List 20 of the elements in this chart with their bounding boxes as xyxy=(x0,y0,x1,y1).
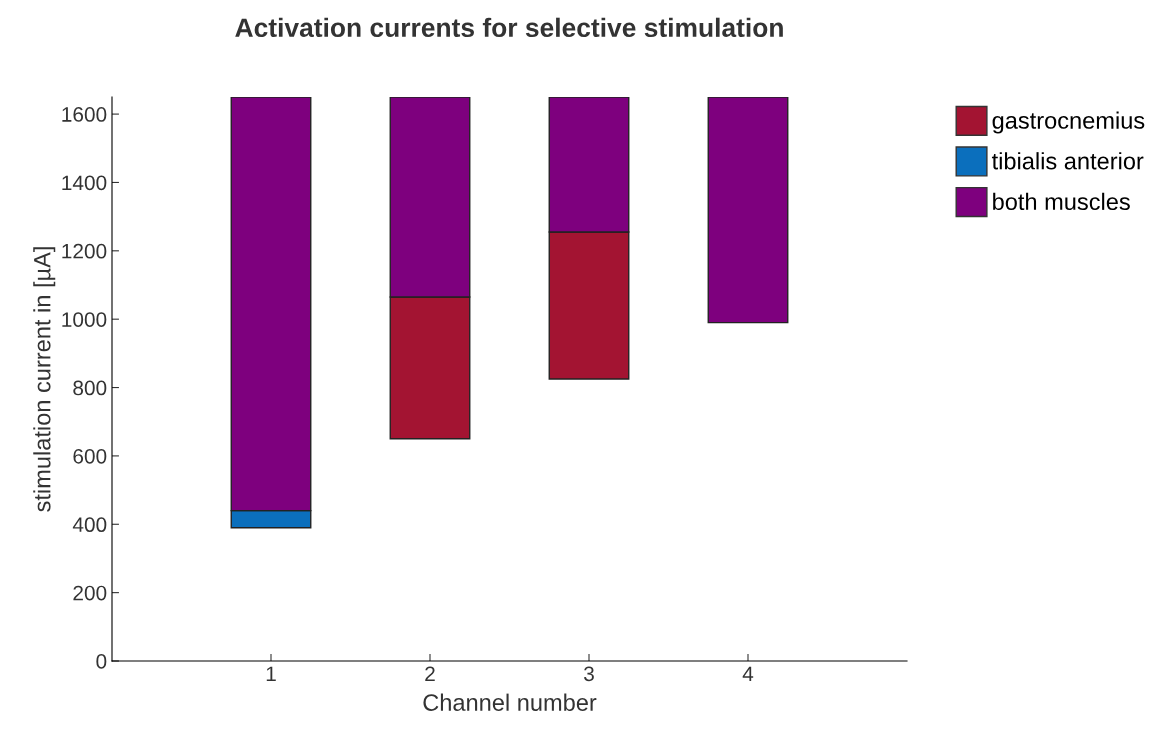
y-tick-label: 200 xyxy=(73,585,107,601)
y-tick-label: 1000 xyxy=(62,312,107,327)
y-tick-label: 800 xyxy=(73,380,107,396)
y-tick-label: 400 xyxy=(72,517,107,533)
x-tick-label: 1 xyxy=(266,666,276,681)
y-tick-label: 1600 xyxy=(62,107,107,122)
legend-label: gastrocnemius xyxy=(992,111,1145,134)
legend-label: both muscles xyxy=(993,192,1130,211)
y-axis-title: stimulation current in [µA] xyxy=(33,247,56,512)
chart-title: Activation currents for selective stimulation xyxy=(235,17,783,38)
bar xyxy=(707,97,789,324)
x-axis-title: Channel number xyxy=(423,693,597,711)
y-tick-label: 1200 xyxy=(62,243,107,259)
x-tick-label: 2 xyxy=(425,666,435,681)
y-tick-label: 1400 xyxy=(62,175,107,191)
y-tick-label: 600 xyxy=(73,448,107,464)
y-tick-label: 0 xyxy=(96,654,107,669)
legend-label: tibialis anterior xyxy=(991,152,1144,170)
x-tick-label: 3 xyxy=(584,666,594,682)
x-tick-label: 4 xyxy=(742,666,754,681)
